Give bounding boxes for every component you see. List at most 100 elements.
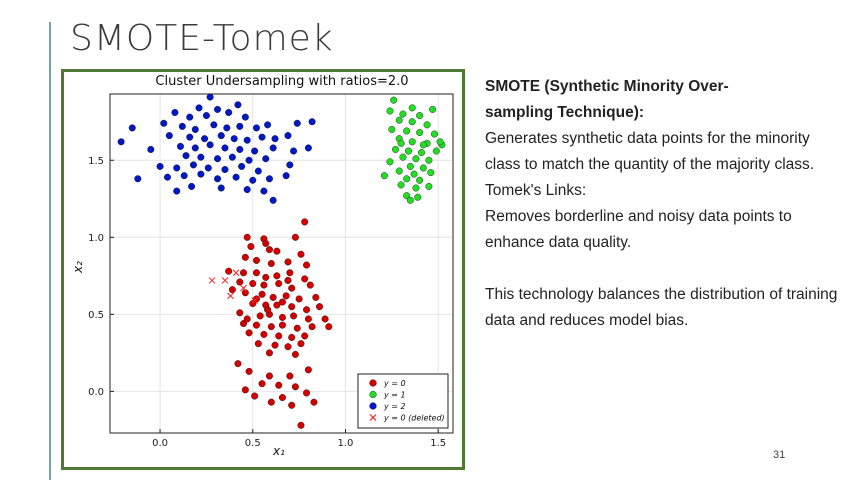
data-point-deleted [251,297,258,304]
data-point [267,398,275,406]
data-point [147,145,155,153]
slide-title: SMOTE-Tomek [70,18,334,59]
legend-label: y = 1 [383,391,406,400]
data-point [397,181,405,189]
data-point [228,153,236,161]
data-point [408,118,416,126]
data-point [260,281,268,289]
data-point [288,303,296,311]
data-point [236,145,244,153]
data-point [416,112,424,120]
data-point-deleted [208,277,216,284]
data-point [173,164,181,172]
tomek-description: Removes borderline and noisy data points… [485,208,792,251]
scatter-chart: Cluster Undersampling with ratios=2.0 0.… [71,74,454,458]
tomek-heading: Tomek's Links: [485,182,587,199]
data-point [214,155,222,163]
data-point [249,280,257,288]
data-point [236,309,244,317]
data-point [165,132,173,140]
data-point [217,132,225,140]
data-point [247,243,255,251]
data-point [416,176,424,184]
data-point [134,175,142,183]
data-point [234,360,242,368]
data-point [264,121,272,129]
data-point [403,192,411,200]
data-point [286,269,294,277]
x-tick-label: 1.0 [338,438,354,449]
data-point [316,303,324,311]
data-point [269,196,277,204]
data-point [282,172,290,180]
data-point [197,170,205,178]
data-point [258,380,266,388]
data-point [288,284,296,292]
data-point [239,320,247,328]
data-point [427,169,435,177]
data-point [202,112,210,120]
data-point [265,372,273,380]
data-point [186,133,194,141]
data-point [303,306,311,314]
data-point [249,300,257,308]
data-point [436,138,444,146]
data-point [425,156,433,164]
data-point [390,96,398,104]
data-point [291,350,299,358]
data-point [293,324,301,332]
data-point [278,394,286,402]
data-point [201,135,209,143]
data-point [297,340,305,348]
data-point [256,312,264,320]
data-point [228,286,236,294]
data-point [221,144,229,152]
legend-marker [369,379,377,387]
data-point [419,141,427,149]
data-point [408,138,416,146]
data-point [163,173,171,181]
data-point [265,175,273,183]
plot-area [109,93,454,434]
data-point [156,162,164,170]
data-point [252,124,260,132]
data-point [286,161,294,169]
data-point [241,253,249,261]
data-point [178,122,186,130]
data-point-deleted [227,292,234,300]
y-tick-label: 0.5 [88,310,104,321]
data-point [304,366,312,374]
y-tick-label: 1.0 [88,233,104,244]
data-point [262,155,270,163]
data-point [206,141,214,149]
data-point [386,107,394,115]
data-point [245,156,253,164]
data-point [230,135,238,143]
smote-description: Generates synthetic data points for the … [485,130,815,173]
data-point [399,110,407,118]
data-point [284,343,292,351]
data-point [425,182,433,190]
data-point [395,116,403,124]
data-point [191,144,199,152]
data-point [321,315,329,323]
legend-marker [369,414,377,421]
data-point [273,247,281,255]
summary-text: This technology balances the distributio… [485,286,838,329]
data-point [406,162,414,170]
data-point [260,187,268,195]
chart-legend: y = 0 y = 1 y = 2 y = 0 (deleted) [357,373,449,429]
data-point [254,167,262,175]
data-point [403,175,411,183]
data-point [217,184,225,192]
x-axis-label: x₁ [272,444,285,458]
data-point [252,256,260,264]
data-point [406,196,414,204]
data-point [416,129,424,137]
legend-label: y = 0 (deleted) [383,414,445,423]
data-point [293,119,301,127]
data-point [206,93,214,101]
data-point [251,392,259,400]
body-text: SMOTE (Synthetic Minority Over- sampling… [485,74,845,334]
data-point [260,330,268,338]
